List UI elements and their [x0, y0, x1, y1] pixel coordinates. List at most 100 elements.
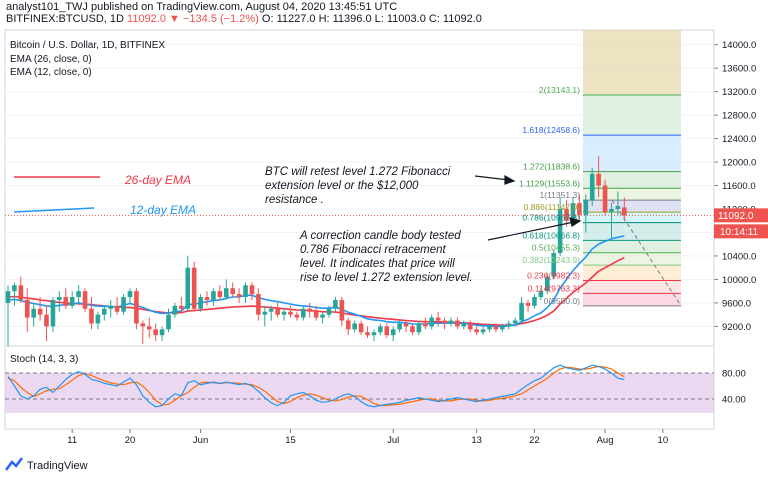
symbol-name: BITFINEX:BTCUSD, 1D [6, 13, 124, 25]
candle-body [429, 317, 435, 327]
candle-body [185, 267, 191, 309]
candle-body [166, 314, 171, 330]
candle-body [262, 311, 268, 315]
candle-body [384, 326, 390, 336]
candle-body [467, 323, 473, 330]
candle-body [127, 291, 133, 298]
candle-body [570, 203, 576, 221]
fib-level-label: 1.272(11838.6) [523, 162, 580, 172]
arrow-retest-head [504, 174, 516, 185]
stoch-d-line [7, 365, 625, 407]
candle-body [146, 326, 152, 330]
last-price: 11092.0 [127, 13, 166, 25]
candle-body [89, 308, 94, 324]
fib-level-label: 0.786(10967.8) [522, 213, 580, 223]
candles [5, 156, 627, 347]
candle-body [179, 305, 184, 309]
note-retest-line-3: resistance . [265, 194, 324, 206]
candle-body [57, 297, 62, 300]
candle-body [544, 276, 550, 292]
candle-body [455, 320, 460, 327]
candle-body [217, 291, 223, 298]
candle-body [249, 285, 255, 295]
time-tick-label: 20 [125, 435, 136, 446]
fib-level-label: 0(9550.0) [544, 296, 581, 306]
fib-level-label: 0.5(10455.3) [532, 243, 580, 253]
candle-body [551, 253, 556, 277]
fib-band [583, 293, 681, 306]
candle-body [140, 323, 146, 327]
candle-body [487, 326, 492, 330]
price-tick-label: 14000.0 [722, 40, 756, 51]
ema12-label: 12-day EMA [130, 203, 196, 217]
candle-body [37, 308, 43, 315]
candle-body [365, 332, 370, 336]
stoch-level-label: 40.00 [722, 395, 746, 406]
stoch-level-label: 80.00 [722, 369, 746, 380]
candle-body [589, 173, 595, 201]
candle-body [24, 299, 30, 318]
candle-body [519, 302, 524, 321]
arrow-correction-head [569, 217, 582, 227]
fib-band [583, 94, 681, 136]
candle-body [69, 297, 75, 306]
candle-body [435, 317, 441, 321]
candle-body [410, 326, 415, 333]
candle-body [577, 203, 582, 215]
fib-trend-line [611, 199, 682, 307]
fib-band [583, 135, 681, 172]
fib-band [583, 200, 681, 213]
candle-body [198, 297, 203, 309]
note-correction-line-3: level. It indicates that price will [300, 258, 455, 270]
candle-body [134, 291, 139, 324]
tradingview-logo[interactable]: TradingView [5, 457, 88, 472]
fib-band [583, 212, 681, 223]
candle-body [223, 288, 229, 298]
candle-body [532, 297, 537, 306]
candle-body [557, 209, 563, 254]
candle-body [31, 308, 36, 318]
candle-body [114, 305, 120, 312]
legend-ema12: EMA (12, close, 0) [10, 67, 92, 78]
ema12-legend-line [13, 207, 95, 213]
candle-body [275, 308, 280, 315]
note-retest-line-1: BTC will retest level 1.272 Fibonacci [265, 166, 451, 178]
price-tick-label: 13600.0 [722, 64, 756, 75]
candle-body [191, 267, 197, 309]
candle-body [500, 326, 505, 330]
stoch-title: Stoch (14, 3, 3) [10, 354, 78, 365]
candle-body [159, 329, 165, 336]
time-tick-label: 13 [471, 435, 482, 446]
candle-body [50, 299, 56, 327]
ema26-label: 26-day EMA [124, 173, 191, 187]
price-tick-label: 13200.0 [722, 87, 756, 98]
candle-body [172, 305, 178, 315]
candle-body [288, 311, 293, 315]
candle-body [345, 320, 351, 330]
fib-band [583, 252, 681, 266]
candle-body [538, 291, 544, 298]
fib-level-label: 0.236(9982.3) [527, 270, 580, 280]
candle-body [397, 323, 402, 330]
candle-body [281, 311, 287, 315]
candle-body [371, 332, 377, 336]
candle-body [403, 323, 409, 327]
candle-body [378, 326, 383, 333]
price-change: −134.5 (−1.2%) [183, 13, 259, 25]
candle-body [243, 285, 248, 298]
time-tick-label: Jul [387, 435, 399, 446]
chart-header: analyst101_TWJ published on TradingView.… [0, 0, 768, 26]
candle-body [333, 299, 338, 309]
price-tick-label: 9200.0 [722, 322, 751, 333]
stoch-band [5, 373, 714, 413]
fib-band [583, 265, 681, 281]
time-axis[interactable]: 11 20 Jun 15 Jul 13 22 Aug 10 [67, 429, 668, 446]
fib-level-label: 0.114(9763.3) [528, 283, 580, 293]
time-tick-label: 22 [529, 435, 540, 446]
note-correction-line-2: 0.786 Fibonacci retracement [300, 244, 447, 256]
candle-body [352, 323, 357, 330]
symbol-line: BITFINEX:BTCUSD, 1D 11092.0 ▼ −134.5 (−1… [6, 13, 482, 25]
candle-body [602, 185, 608, 212]
fib-band [583, 280, 681, 294]
